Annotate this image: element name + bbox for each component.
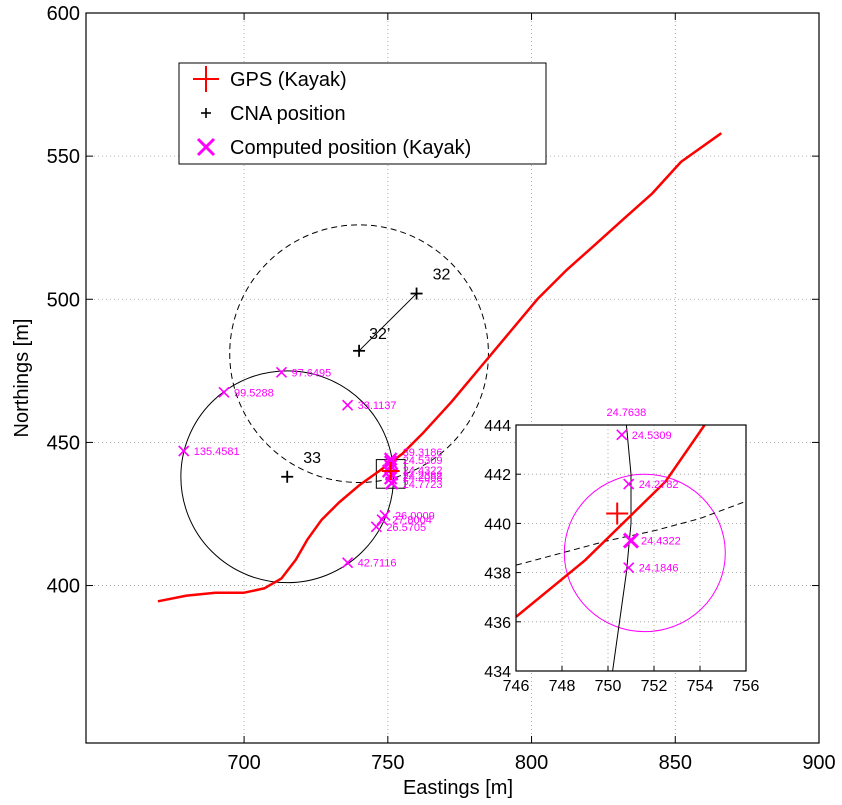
x-tick-label: 800 bbox=[515, 752, 548, 774]
computed-position-label: 97.6495 bbox=[291, 367, 331, 379]
inset-plot-area bbox=[516, 425, 746, 671]
inset-computed-label: 24.5309 bbox=[632, 430, 672, 442]
y-tick-label: 600 bbox=[47, 3, 80, 25]
computed-position-label: 99.5288 bbox=[234, 387, 274, 399]
cluster-label: 24.5309 bbox=[403, 455, 443, 467]
inset-uncertainty-ellipse bbox=[563, 473, 726, 633]
cluster-label: 24.4322 bbox=[403, 465, 443, 477]
inset-y-tick-label: 444 bbox=[484, 418, 511, 435]
inset-x-tick-label: 752 bbox=[641, 678, 668, 695]
inset-x-tick-label: 748 bbox=[549, 678, 576, 695]
computed-position-marker bbox=[218, 386, 230, 398]
y-tick-label: 450 bbox=[47, 432, 80, 454]
y-axis-label: Northings [m] bbox=[11, 319, 33, 438]
legend-computed-label: Computed position (Kayak) bbox=[230, 137, 471, 159]
range-circle-dashed bbox=[229, 224, 489, 483]
inset-computed-marker bbox=[616, 429, 628, 441]
computed-position-label: 27.8004 bbox=[392, 515, 432, 527]
computed-position-label: 42.7116 bbox=[358, 558, 397, 570]
inset-y-tick-label: 436 bbox=[484, 615, 511, 632]
inset-computed-marker bbox=[623, 478, 635, 490]
inset-zoom: 24.5309 24.2782 24.4322 24.1846 24.7638 746 74… bbox=[484, 407, 759, 695]
computed-position-marker bbox=[370, 521, 382, 533]
inset-computed-marker bbox=[622, 532, 640, 549]
main-ticks: 700 750 800 850 900 400 450 500 550 600 bbox=[47, 3, 836, 774]
legend-gps-label: GPS (Kayak) bbox=[230, 69, 347, 91]
main-plot-area: 32 32’ 33 97.6495 99.5288 33.1137 135.4581 26.0… bbox=[157, 132, 723, 603]
y-tick-label: 550 bbox=[47, 146, 80, 168]
inset-y-tick-label: 434 bbox=[484, 664, 511, 681]
legend-computed-marker bbox=[196, 137, 216, 157]
inset-computed-label: 24.4322 bbox=[641, 536, 681, 548]
inset-x-tick-label: 754 bbox=[687, 678, 714, 695]
y-tick-label: 500 bbox=[47, 289, 80, 311]
legend: GPS (Kayak) CNA position Computed positi… bbox=[178, 62, 547, 165]
legend-cna-label: CNA position bbox=[230, 103, 346, 125]
cna-label: 32 bbox=[433, 267, 451, 284]
inset-y-tick-label: 440 bbox=[484, 516, 511, 533]
cluster-label: 24.2088 bbox=[403, 472, 443, 484]
computed-position-marker bbox=[342, 399, 354, 411]
inset-background bbox=[516, 425, 746, 671]
legend-cna-marker bbox=[201, 108, 211, 118]
inset-computed-label: 24.1846 bbox=[639, 563, 679, 575]
computed-position-marker bbox=[178, 445, 190, 457]
computed-position-label: 26.0009 bbox=[395, 510, 435, 522]
cluster-label: 39.3186 bbox=[403, 447, 443, 459]
cna-marker bbox=[410, 287, 423, 300]
cna-marker bbox=[353, 344, 366, 357]
cna-label: 33 bbox=[303, 450, 321, 467]
legend-gps-marker bbox=[193, 66, 219, 92]
x-tick-label: 850 bbox=[659, 752, 692, 774]
x-tick-label: 900 bbox=[802, 752, 835, 774]
y-tick-label: 400 bbox=[47, 576, 80, 598]
cluster-label: 24.2382 bbox=[403, 470, 443, 482]
inset-y-tick-label: 442 bbox=[484, 467, 511, 484]
computed-position-label: 135.4581 bbox=[194, 446, 240, 458]
x-axis-label: Eastings [m] bbox=[403, 777, 513, 799]
inset-x-tick-label: 746 bbox=[503, 678, 530, 695]
computed-position-marker bbox=[275, 366, 288, 378]
cna-link-line bbox=[358, 293, 417, 352]
inset-range-curve-solid bbox=[612, 425, 632, 671]
inset-computed-label: 24.2782 bbox=[639, 479, 679, 491]
legend-box bbox=[178, 62, 547, 165]
inset-top-label: 24.7638 bbox=[607, 407, 647, 419]
inset-axes-frame bbox=[515, 424, 747, 672]
cna-marker bbox=[281, 470, 294, 483]
cna-label: 32’ bbox=[369, 326, 390, 343]
main-axes-frame bbox=[85, 12, 820, 744]
cluster-marker bbox=[384, 476, 399, 490]
inset-gps-track bbox=[516, 425, 706, 618]
computed-position-label: 33.1137 bbox=[358, 400, 397, 412]
cluster-label: 24.7723 bbox=[403, 479, 443, 491]
computed-position-marker bbox=[376, 514, 388, 526]
computed-position-label: 26.5705 bbox=[386, 522, 426, 534]
x-tick-label: 700 bbox=[227, 752, 260, 774]
inset-computed-marker bbox=[623, 562, 635, 574]
computed-position-marker bbox=[342, 557, 354, 569]
inset-y-tick-label: 438 bbox=[484, 566, 511, 583]
inset-x-tick-label: 756 bbox=[733, 678, 760, 695]
x-tick-label: 750 bbox=[371, 752, 404, 774]
inset-x-tick-label: 750 bbox=[595, 678, 622, 695]
